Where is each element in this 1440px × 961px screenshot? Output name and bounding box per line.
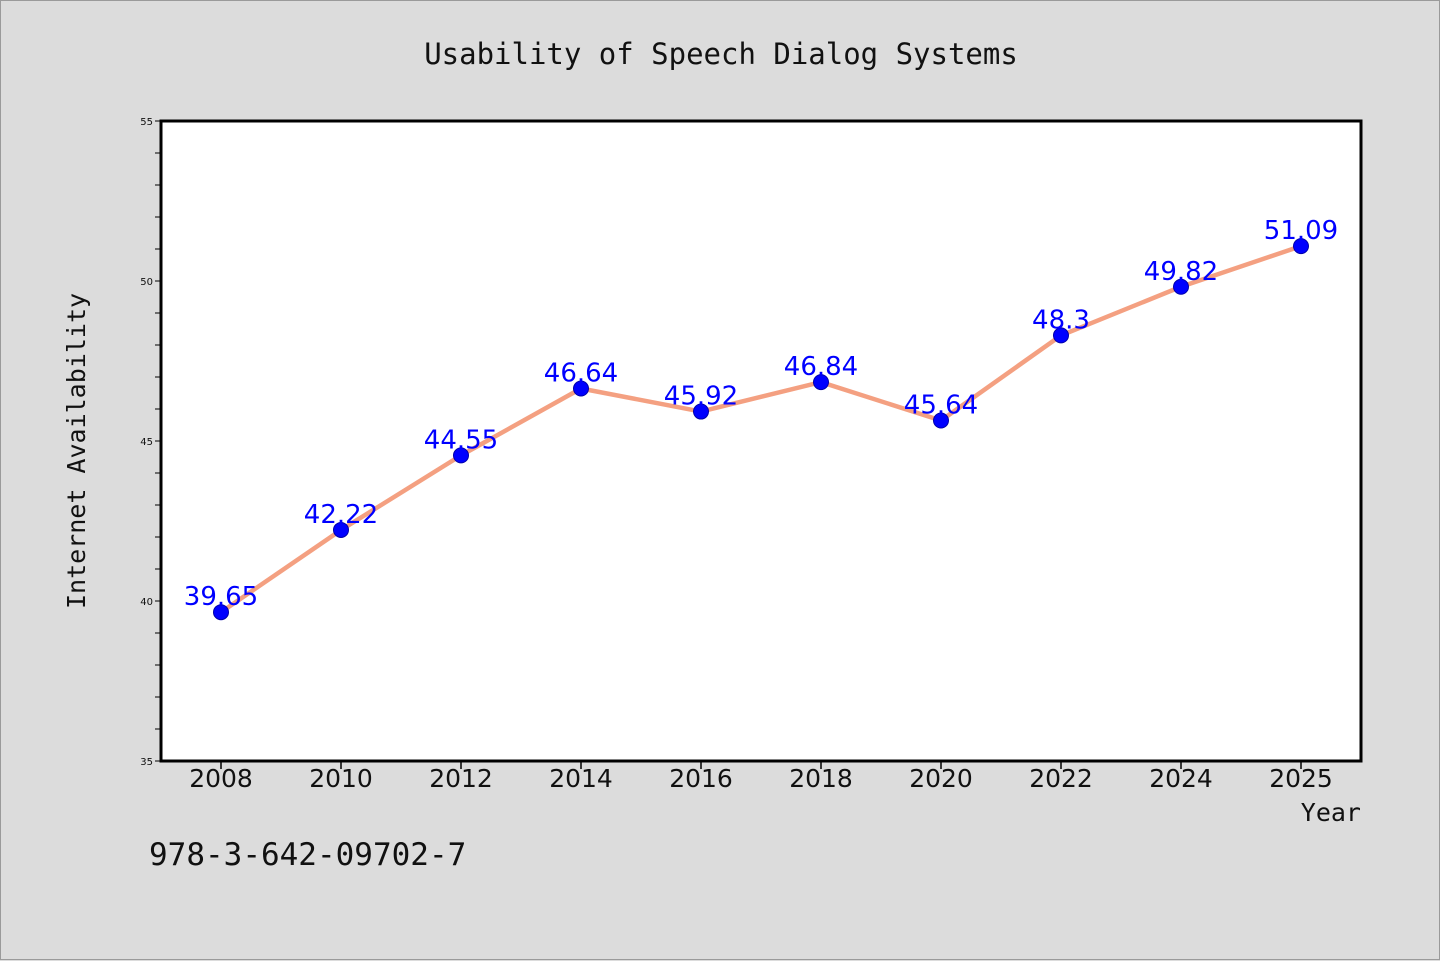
y-tick-label: 55 xyxy=(140,117,153,128)
y-axis-tick-labels: 35 40 45 50 55 xyxy=(140,117,153,768)
data-label: 51.09 xyxy=(1264,216,1338,246)
y-tick-label: 50 xyxy=(140,277,153,288)
y-tick-label: 40 xyxy=(140,597,153,608)
x-tick-label: 2018 xyxy=(789,764,853,793)
data-label-layer: 39.65 42.22 44.55 46.64 45.92 46.84 45.64 48.3 4… xyxy=(184,216,1338,612)
y-axis-title: Internet Availability xyxy=(62,293,91,609)
x-tick-label: 2020 xyxy=(909,764,973,793)
plot-area xyxy=(159,119,1363,763)
x-tick-label: 2014 xyxy=(549,764,613,793)
series-layer xyxy=(213,238,1309,621)
x-tick-label: 2008 xyxy=(189,764,253,793)
data-point xyxy=(1293,238,1309,255)
data-point xyxy=(693,403,709,420)
data-point xyxy=(573,380,589,397)
data-label: 49.82 xyxy=(1144,257,1218,287)
x-axis-tick-labels: 2008 2010 2012 2014 2016 2018 2020 2022 2024 2025 xyxy=(189,764,1333,793)
chart-title: Usability of Speech Dialog Systems xyxy=(424,37,1018,71)
data-point xyxy=(333,521,349,538)
x-tick-label: 2010 xyxy=(309,764,373,793)
x-tick-label: 2025 xyxy=(1269,764,1333,793)
data-label: 44.55 xyxy=(424,425,498,455)
x-axis-title: Year xyxy=(1301,798,1361,827)
data-label: 45.64 xyxy=(904,391,978,421)
x-tick-label: 2016 xyxy=(669,764,733,793)
data-point xyxy=(933,412,949,429)
isbn-text: 978-3-642-09702-7 xyxy=(149,837,466,873)
data-point xyxy=(1173,278,1189,295)
data-point xyxy=(813,374,829,391)
x-tick-label: 2022 xyxy=(1029,764,1093,793)
data-point xyxy=(453,447,469,464)
series-line xyxy=(218,243,1304,615)
data-point xyxy=(213,604,229,621)
data-label: 48.3 xyxy=(1032,305,1090,335)
data-label: 46.64 xyxy=(544,359,618,389)
y-tick-label: 35 xyxy=(140,757,153,768)
data-point xyxy=(1053,327,1069,344)
data-label: 39.65 xyxy=(184,582,258,612)
y-tick-label: 45 xyxy=(140,437,153,448)
x-tick-label: 2024 xyxy=(1149,764,1213,793)
x-tick-label: 2012 xyxy=(429,764,493,793)
x-axis-ticks xyxy=(220,761,1302,769)
data-label: 45.92 xyxy=(664,382,738,412)
data-label: 46.84 xyxy=(784,352,858,382)
data-label: 42.22 xyxy=(304,500,378,530)
y-axis-ticks xyxy=(155,120,161,762)
